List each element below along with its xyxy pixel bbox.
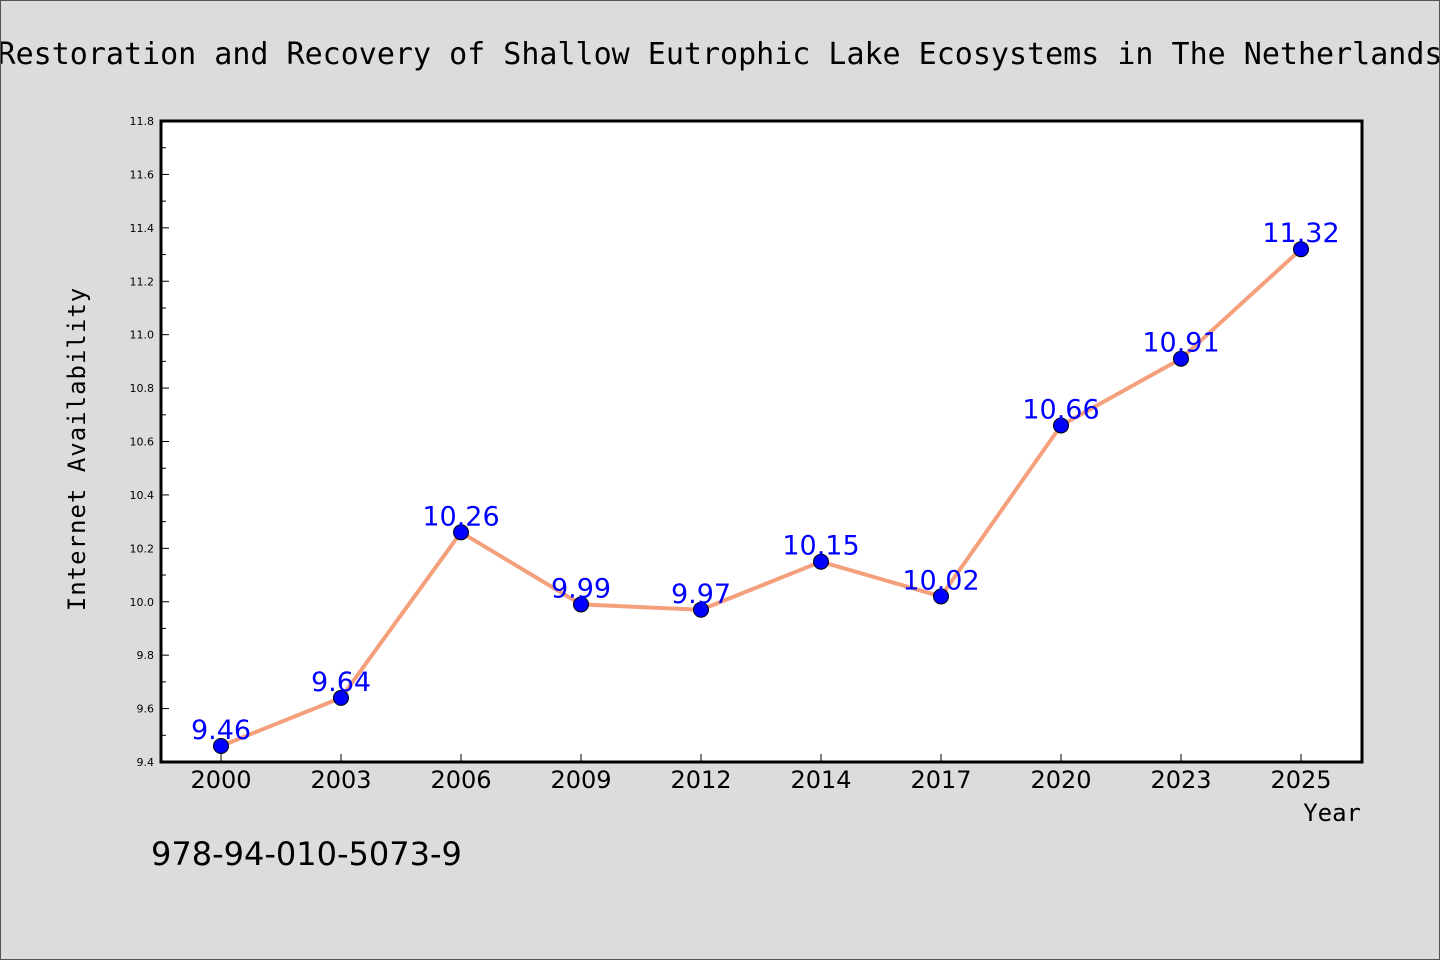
data-series: 9.46 9.64 10.26 9.99 9.97 10.15 10.02 10.66 10.9… (191, 218, 1340, 754)
data-label: 10.66 (1022, 394, 1099, 425)
y-tick-label: 10.2 (130, 542, 155, 555)
data-point (933, 588, 949, 605)
y-tick-label: 10.4 (130, 489, 155, 502)
data-point (1293, 241, 1309, 258)
y-tick-label: 10.8 (130, 382, 155, 395)
y-tick-label: 11.0 (130, 329, 155, 342)
y-tick-label: 10.0 (130, 596, 155, 609)
x-tick-label: 2020 (1030, 766, 1091, 794)
isbn-annotation: 978-94-010-5073-9 (151, 835, 462, 873)
y-axis-ticks: 9.4 9.6 9.8 10.0 10.2 10.4 10.6 10.8 11.0 11.2 11.… (130, 115, 169, 769)
x-tick-label: 2023 (1150, 766, 1211, 794)
x-tick-label: 2014 (790, 766, 851, 794)
data-label: 9.46 (191, 715, 251, 746)
data-point (453, 524, 469, 541)
y-tick-label: 9.4 (137, 756, 155, 769)
data-label: 11.32 (1262, 218, 1339, 249)
x-tick-label: 2017 (910, 766, 971, 794)
chart-title: Restoration and Recovery of Shallow Eutr… (1, 37, 1439, 72)
data-label: 9.99 (551, 573, 611, 604)
x-axis-ticks: 2000 2003 2006 2009 2012 2014 2017 2020 2023 2025 (190, 754, 1332, 794)
x-axis-label: Year (1303, 799, 1361, 827)
y-tick-label: 9.6 (137, 703, 155, 716)
x-tick-label: 2003 (310, 766, 371, 794)
y-tick-label: 9.8 (137, 649, 155, 662)
data-point (813, 553, 829, 570)
y-axis-label: Internet Availability (63, 287, 91, 611)
data-label: 10.02 (902, 565, 979, 596)
data-point (1173, 350, 1189, 367)
data-point (693, 601, 709, 618)
x-tick-label: 2009 (550, 766, 611, 794)
data-label: 10.26 (422, 501, 499, 532)
plot-area (159, 119, 1364, 764)
data-point (1053, 417, 1069, 434)
x-tick-label: 2025 (1270, 766, 1331, 794)
data-point (333, 689, 349, 706)
data-point (573, 596, 589, 613)
x-tick-label: 2000 (190, 766, 251, 794)
y-tick-label: 11.8 (130, 115, 155, 128)
data-label: 9.97 (671, 579, 731, 610)
data-point (213, 737, 229, 754)
y-tick-label: 11.6 (130, 168, 155, 181)
y-tick-label: 11.2 (130, 275, 155, 288)
series-line (220, 247, 1303, 748)
data-label: 10.15 (782, 531, 859, 562)
data-label: 10.91 (1142, 328, 1219, 359)
x-tick-label: 2012 (670, 766, 731, 794)
y-tick-label: 11.4 (130, 222, 155, 235)
y-tick-label: 10.6 (130, 436, 155, 449)
data-label: 9.64 (311, 667, 371, 698)
x-tick-label: 2006 (430, 766, 491, 794)
